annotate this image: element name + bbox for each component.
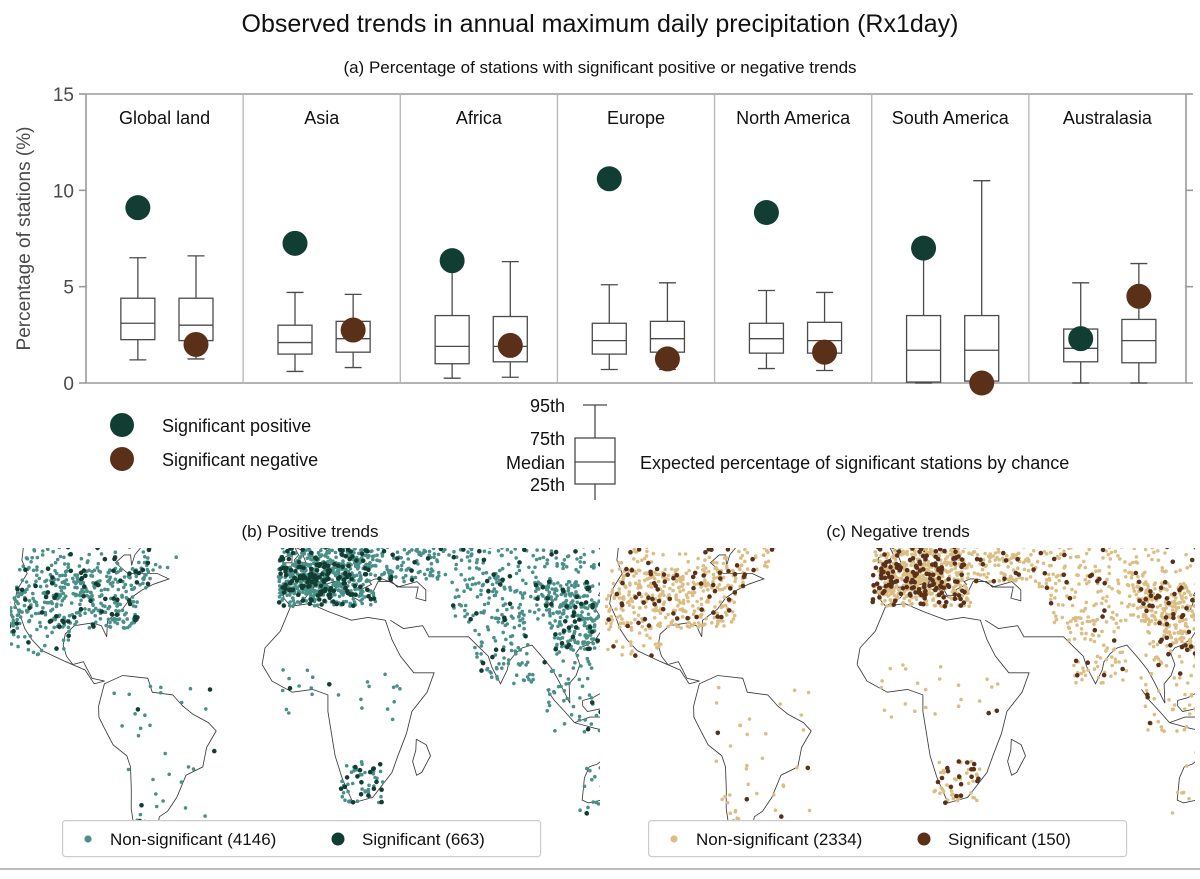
coastline: [985, 548, 1195, 704]
y-axis-title: Percentage of stations (%): [14, 127, 35, 351]
boxplot-key-label: 25th: [530, 475, 565, 495]
coastline: [14, 548, 171, 685]
panel-b-title: (b) Positive trends: [241, 522, 379, 541]
coastline: [546, 689, 600, 730]
significant-negative-point: [183, 331, 209, 357]
facet-label: North America: [736, 108, 851, 128]
facet-label: Africa: [456, 108, 503, 128]
coastline: [1177, 693, 1195, 712]
boxplot: [964, 180, 1000, 384]
legend-dot-nonsignificant-negative: [670, 835, 678, 843]
significant-positive-point: [911, 235, 937, 261]
significant-positive-point: [596, 166, 622, 192]
facet-label: Asia: [304, 108, 340, 128]
boxplot: [905, 251, 942, 384]
y-axis-tick-label: 10: [53, 181, 74, 202]
significant-positive-point: [1068, 326, 1094, 352]
significant-negative-point: [1126, 283, 1152, 309]
significant-positive-point: [753, 199, 779, 225]
significant-negative-point: [340, 317, 366, 343]
legend-label-significant: Significant (150): [948, 830, 1071, 849]
coastline: [261, 603, 435, 804]
legend-dot-positive: [110, 413, 134, 437]
coastline: [412, 738, 431, 776]
boxplot-key-label: Median: [506, 453, 565, 473]
boxplot: [492, 260, 528, 378]
boxplot-key-label: 75th: [530, 429, 565, 449]
map-outline: [605, 548, 1195, 848]
significant-negative-point: [812, 339, 838, 365]
significant-negative-point: [497, 332, 523, 358]
facet-label: Australasia: [1063, 108, 1153, 128]
map-positive-trends: [10, 548, 600, 848]
legend-label-nonsignificant: Non-significant (4146): [110, 830, 276, 849]
legend-dot-significant-positive: [331, 832, 345, 846]
map-negative-trends: [605, 548, 1195, 848]
significant-negative-point: [969, 370, 995, 396]
legend-dot-significant-negative: [917, 832, 931, 846]
panel-c-title: (c) Negative trends: [826, 522, 970, 541]
boxplot-key-caption: Expected percentage of significant stati…: [640, 453, 1069, 473]
y-axis-tick-label: 0: [63, 374, 74, 395]
legend-dot-nonsignificant-positive: [84, 835, 92, 843]
facet-label: Europe: [607, 108, 665, 128]
bottom-divider: [0, 868, 1200, 870]
legend-label-positive: Significant positive: [162, 416, 311, 436]
boxplot: [120, 257, 156, 361]
map-outline: [10, 548, 600, 848]
legend-panel-c: Non-significant (2334) Significant (150): [648, 820, 1128, 860]
significant-positive-point: [125, 195, 151, 221]
legend-label-significant: Significant (663): [362, 830, 485, 849]
significant-positive-point: [282, 230, 308, 256]
facet-label: Global land: [119, 108, 210, 128]
coastline: [390, 548, 600, 704]
boxplot: [277, 291, 313, 373]
boxplot: [1121, 262, 1157, 384]
legend-panel-b: Non-significant (4146) Significant (663): [62, 820, 542, 860]
coastline: [693, 675, 812, 848]
significant-positive-point: [439, 248, 465, 274]
legend-box: [648, 820, 1128, 858]
y-axis-tick-label: 5: [63, 278, 74, 299]
panel-a-legend: Significant positive Significant negative: [110, 413, 318, 471]
legend-box: [62, 820, 542, 858]
panel-a-title: (a) Percentage of stations with signific…: [343, 58, 857, 77]
significant-negative-point: [654, 346, 680, 372]
facet-label: South America: [892, 108, 1010, 128]
boxplot: [748, 289, 785, 370]
coastline: [856, 603, 1030, 804]
significant-station-dots: [10, 548, 600, 824]
boxplot-key-label: 95th: [530, 396, 565, 416]
legend-label-nonsignificant: Non-significant (2334): [696, 830, 862, 849]
boxplot-key: 95th75thMedian25th5thExpected percentage…: [506, 396, 1069, 500]
coastline: [1007, 738, 1026, 776]
significant-station-dots: [606, 548, 1195, 832]
boxplot: [591, 284, 627, 371]
coastline: [1176, 761, 1195, 804]
coastline: [582, 693, 600, 712]
figure-title: Observed trends in annual maximum daily …: [241, 10, 959, 38]
coastline: [98, 675, 217, 848]
coastline: [1141, 689, 1195, 730]
legend-dot-negative: [110, 447, 134, 471]
panel-a-boxplot-chart: 0 5 10 15 Percentage of stations (%) Global l…: [14, 85, 1193, 500]
boxplot: [434, 259, 470, 379]
legend-label-negative: Significant negative: [162, 450, 318, 470]
y-axis-tick-label: 15: [53, 85, 74, 106]
